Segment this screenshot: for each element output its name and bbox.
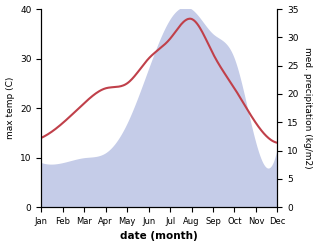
Y-axis label: max temp (C): max temp (C) xyxy=(5,77,15,139)
Y-axis label: med. precipitation (kg/m2): med. precipitation (kg/m2) xyxy=(303,47,313,169)
X-axis label: date (month): date (month) xyxy=(121,231,198,242)
